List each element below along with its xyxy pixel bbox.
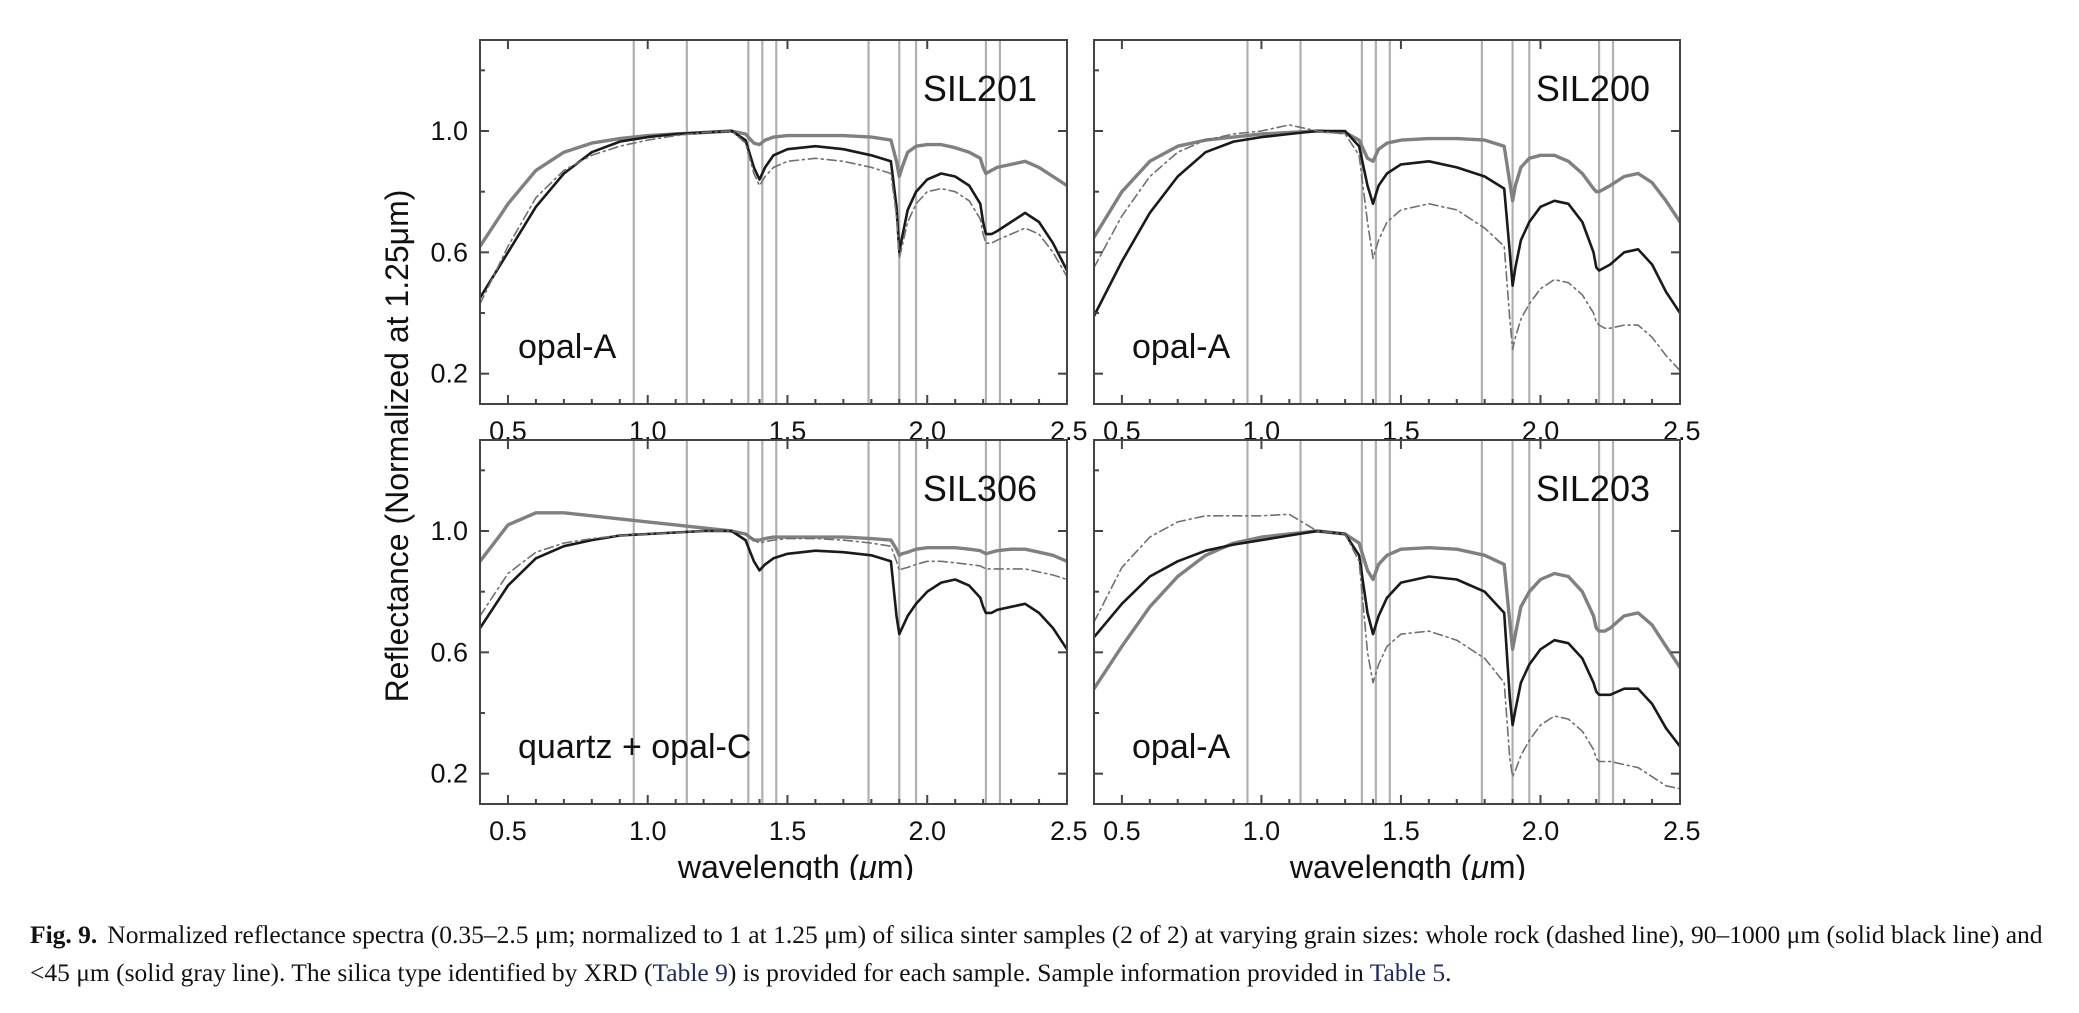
x-axis-label-right-suffix: m) bbox=[1489, 849, 1526, 880]
series-line-dashed bbox=[480, 530, 1067, 617]
x-tick-label: 2.5 bbox=[1663, 816, 1701, 846]
figure-caption: Fig. 9. Normalized reflectance spectra (0… bbox=[30, 916, 2060, 992]
series-line-dashed bbox=[1094, 513, 1680, 790]
x-tick-label: 1.5 bbox=[769, 816, 807, 846]
caption-link-table-5[interactable]: Table 5 bbox=[1369, 958, 1446, 987]
x-tick-label: 1.0 bbox=[1243, 816, 1281, 846]
x-axis-label-right-mu: μ bbox=[1470, 849, 1489, 880]
panel-sil306: 0.5 1.0 1.5 2.0 2.5 0.2 0.6 1.0 SIL306 quartz + o… bbox=[430, 439, 1088, 846]
x-tick-label: 1.0 bbox=[629, 816, 667, 846]
x-axis-label-right: wavelength (μm) bbox=[1289, 849, 1526, 880]
x-tick-label: 2.0 bbox=[908, 816, 946, 846]
x-axis-label-left-prefix: wavelength ( bbox=[677, 849, 860, 880]
series-line-dashed bbox=[1094, 124, 1680, 372]
series-line-solid-gray bbox=[480, 129, 1067, 248]
series-group bbox=[1094, 124, 1680, 372]
y-tick-label: 0.2 bbox=[430, 759, 468, 789]
panel-frame bbox=[1093, 39, 1681, 405]
panel-sil203: 0.5 1.0 1.5 2.0 2.5 SIL203 opal-A bbox=[1093, 439, 1701, 846]
caption-text-part-1: Normalized reflectance spectra (0.35–2.5… bbox=[30, 920, 2043, 987]
x-tick-label: 2.5 bbox=[1050, 416, 1088, 446]
panel-title: SIL203 bbox=[1536, 468, 1650, 509]
x-tick-label: 0.5 bbox=[1103, 816, 1141, 846]
x-tick-label: 0.5 bbox=[489, 816, 527, 846]
caption-text-part-3: . bbox=[1445, 958, 1452, 987]
y-tick-label: 0.6 bbox=[430, 237, 468, 267]
y-tick-label: 0.2 bbox=[430, 359, 468, 389]
x-axis-label-left: wavelength (μm) bbox=[677, 849, 914, 880]
x-axis-label-left-suffix: m) bbox=[877, 849, 914, 880]
x-tick-label: 1.5 bbox=[1382, 816, 1420, 846]
series-group bbox=[1094, 513, 1680, 790]
series-line-solid-black bbox=[480, 529, 1067, 651]
silica-type-label: opal-A bbox=[518, 328, 617, 366]
series-line-solid-gray bbox=[1094, 529, 1680, 691]
series-line-dashed bbox=[480, 130, 1067, 305]
panel-title: SIL306 bbox=[923, 468, 1037, 509]
panel-frame bbox=[479, 39, 1068, 405]
series-line-solid-gray bbox=[1094, 129, 1680, 239]
silica-type-label: opal-A bbox=[1132, 328, 1231, 366]
series-group bbox=[480, 129, 1067, 305]
x-tick-label: 2.0 bbox=[1522, 816, 1560, 846]
series-line-solid-gray bbox=[480, 511, 1067, 563]
x-tick-label: 2.5 bbox=[1663, 416, 1701, 446]
series-group bbox=[480, 511, 1067, 651]
caption-text-part-2: ) is provided for each sample. Sample in… bbox=[727, 958, 1370, 987]
panel-frame bbox=[479, 439, 1068, 805]
series-line-solid-black bbox=[1094, 529, 1680, 748]
series-line-solid-black bbox=[1094, 129, 1680, 318]
panel-frame bbox=[1093, 439, 1681, 805]
silica-type-label: opal-A bbox=[1132, 728, 1231, 766]
y-axis-label: Reflectance (Normalized at 1.25μm) bbox=[379, 190, 415, 703]
figure: 0.5 1.0 1.5 2.0 2.5 0.2 0.6 1.0 SIL201 opal-A 0.5… bbox=[379, 39, 1701, 880]
y-tick-label: 0.6 bbox=[430, 637, 468, 667]
y-tick-label: 1.0 bbox=[430, 516, 468, 546]
x-axis-label-right-prefix: wavelength ( bbox=[1289, 849, 1472, 880]
caption-link-table-9[interactable]: Table 9 bbox=[652, 958, 728, 987]
y-tick-label: 1.0 bbox=[430, 116, 468, 146]
panel-title: SIL201 bbox=[923, 68, 1037, 109]
panel-title: SIL200 bbox=[1536, 68, 1650, 109]
x-tick-label: 2.5 bbox=[1050, 816, 1088, 846]
series-line-solid-black bbox=[480, 129, 1067, 300]
caption-figure-label: Fig. 9. bbox=[30, 920, 98, 949]
x-axis-label-left-mu: μ bbox=[858, 849, 877, 880]
silica-type-label: quartz + opal-C bbox=[518, 728, 751, 766]
